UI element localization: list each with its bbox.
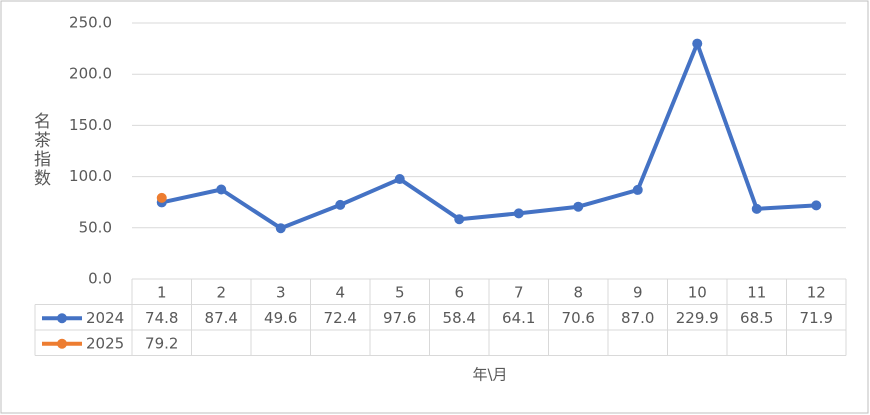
- data-point: [335, 199, 346, 210]
- x-tick-label: 10: [688, 283, 707, 301]
- y-tick-label: 100.0: [69, 167, 112, 185]
- table-value: 71.9: [800, 309, 833, 327]
- x-tick-label: 3: [276, 283, 286, 301]
- data-point: [811, 200, 822, 211]
- data-point: [692, 38, 703, 49]
- series-line: [161, 41, 817, 231]
- table-value: 72.4: [324, 309, 357, 327]
- y-tick-label: 200.0: [69, 65, 112, 83]
- x-tick-label: 9: [633, 283, 643, 301]
- table-value: 68.5: [740, 309, 773, 327]
- table-value: 87.4: [205, 309, 238, 327]
- data-point: [513, 208, 524, 219]
- y-tick-label: 0.0: [88, 270, 112, 288]
- x-tick-label: 2: [216, 283, 226, 301]
- data-point: [454, 214, 465, 225]
- data-point: [216, 184, 227, 195]
- x-tick-label: 5: [395, 283, 405, 301]
- data-point: [573, 201, 584, 212]
- data-point: [751, 203, 762, 214]
- table-value: 74.8: [145, 309, 178, 327]
- x-tick-label: 11: [747, 283, 766, 301]
- data-point: [275, 223, 286, 234]
- x-tick-label: 12: [807, 283, 826, 301]
- y-tick-label: 50.0: [79, 218, 112, 236]
- x-tick-label: 7: [514, 283, 524, 301]
- table-value: 87.0: [621, 309, 654, 327]
- table-value: 97.6: [383, 309, 416, 327]
- table-value: 64.1: [502, 309, 535, 327]
- data-point: [394, 174, 405, 185]
- x-axis-label: 年\月: [472, 366, 507, 384]
- x-tick-label: 1: [157, 283, 167, 301]
- table-value: 58.4: [443, 309, 476, 327]
- x-tick-label: 4: [335, 283, 345, 301]
- x-tick-label: 6: [454, 283, 464, 301]
- legend-label: 2024: [86, 309, 124, 327]
- table-value: 70.6: [562, 309, 595, 327]
- data-point: [156, 192, 167, 203]
- y-tick-label: 150.0: [69, 116, 112, 134]
- data-point: [632, 184, 643, 195]
- legend-marker: [57, 338, 67, 349]
- table-value: 229.9: [676, 309, 719, 327]
- x-tick-label: 8: [573, 283, 583, 301]
- legend-marker: [57, 313, 67, 324]
- y-axis-label: 名茶指数: [30, 112, 51, 188]
- y-tick-label: 250.0: [69, 14, 112, 32]
- table-value: 49.6: [264, 309, 297, 327]
- legend-label: 2025: [86, 334, 124, 352]
- table-value: 79.2: [145, 334, 178, 352]
